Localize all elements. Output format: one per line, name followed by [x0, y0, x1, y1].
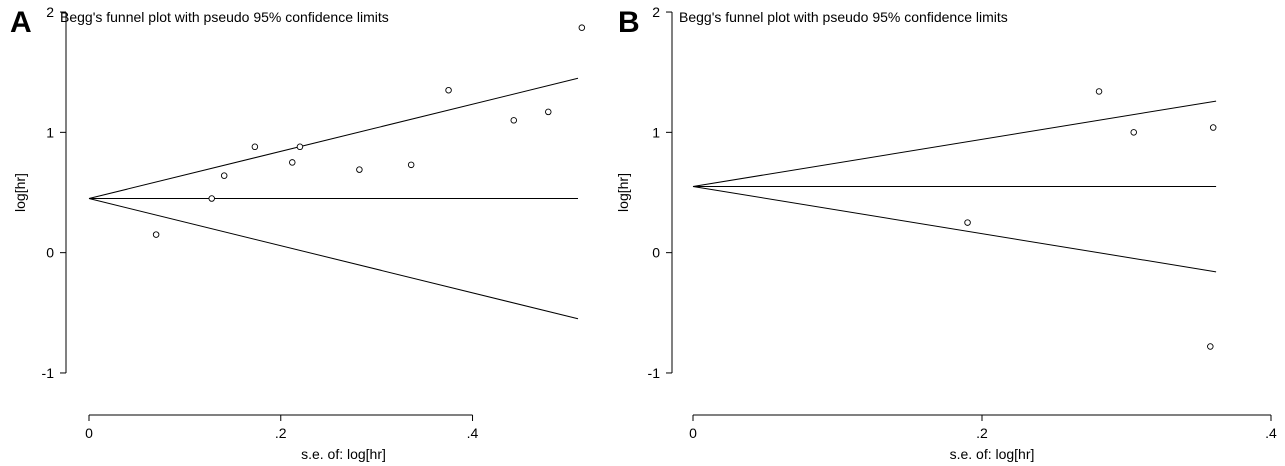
lower-confidence-limit — [88, 198, 579, 320]
upper-confidence-limit — [88, 77, 579, 200]
data-point — [1209, 124, 1217, 131]
funnel-plot-a: A Begg's funnel plot with pseudo 95% con… — [0, 0, 640, 466]
y-axis-title: log[hr] — [12, 173, 28, 212]
y-tick-label: -1 — [42, 365, 55, 381]
y-tick-label: 1 — [652, 124, 660, 140]
data-point — [1095, 88, 1103, 95]
plot-area: -1 0 1 2 0 .2 .4 s.e. of: log[hr] log[hr] — [12, 4, 586, 462]
x-tick-label: 0 — [85, 425, 93, 441]
x-tick-label: .4 — [1265, 425, 1277, 441]
data-point — [251, 143, 259, 151]
data-point — [510, 117, 518, 124]
data-point — [407, 161, 415, 169]
chart-title: Begg's funnel plot with pseudo 95% confi… — [60, 9, 389, 25]
data-point — [208, 195, 215, 202]
panel-label: A — [10, 6, 32, 39]
y-axis-title: log[hr] — [615, 173, 631, 212]
data-point — [545, 108, 552, 116]
data-point — [1130, 129, 1137, 136]
funnel-plot-b: B Begg's funnel plot with pseudo 95% con… — [615, 0, 1285, 466]
panel-label: B — [618, 6, 640, 39]
y-tick-label: 2 — [652, 4, 660, 20]
data-point — [1207, 343, 1214, 350]
data-point — [964, 219, 971, 226]
lower-confidence-limit — [692, 185, 1217, 273]
plot-area: -1 0 1 2 0 .2 .4 s.e. of: log[hr] log[hr] — [615, 4, 1277, 462]
data-point — [152, 231, 160, 238]
chart-title: Begg's funnel plot with pseudo 95% confi… — [679, 9, 1008, 25]
x-tick-label: .2 — [976, 425, 988, 441]
upper-confidence-limit — [692, 100, 1217, 187]
data-point — [220, 172, 228, 179]
y-tick-label: -1 — [648, 365, 661, 381]
x-axis-title: s.e. of: log[hr] — [301, 446, 386, 462]
x-axis-title: s.e. of: log[hr] — [950, 446, 1035, 462]
data-point — [289, 159, 296, 166]
data-point — [578, 24, 586, 31]
x-tick-label: 0 — [689, 425, 697, 441]
y-tick-label: 2 — [46, 4, 54, 20]
y-tick-label: 0 — [652, 245, 660, 261]
data-point — [445, 86, 452, 94]
y-tick-label: 1 — [46, 124, 54, 140]
data-point — [296, 143, 304, 151]
data-point — [356, 166, 363, 173]
x-tick-label: .4 — [467, 425, 479, 441]
x-tick-label: .2 — [275, 425, 287, 441]
y-tick-label: 0 — [46, 245, 54, 261]
